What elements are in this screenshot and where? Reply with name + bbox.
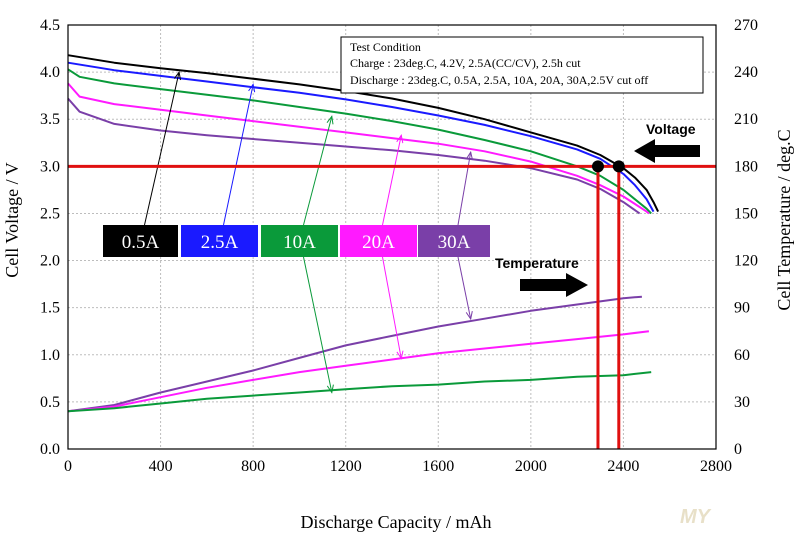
series-line-2_5A-voltage <box>67 61 655 213</box>
callout-line-0_5A <box>144 72 180 226</box>
y-tick-label: 1.0 <box>40 347 60 364</box>
series-line-30A-temperature <box>67 295 642 413</box>
reference-point <box>612 160 625 173</box>
legend: 0.5A 2.5A 10A 20A 30A <box>103 225 490 257</box>
x-tick-label: 2000 <box>515 458 547 475</box>
x-tick-label: 400 <box>149 458 173 475</box>
legend-label-0_5A: 0.5A <box>122 232 160 253</box>
y2-tick-label: 90 <box>734 300 750 317</box>
callout-arrowhead-20A <box>396 350 404 360</box>
legend-label-10A: 10A <box>283 232 316 253</box>
y-axis-title: Cell Voltage / V <box>2 162 22 278</box>
callout-arrowhead-0_5A <box>173 70 181 81</box>
legend-swatch-10A <box>261 225 338 257</box>
plot-frame <box>67 24 717 450</box>
callout-line-10A <box>303 256 333 393</box>
y2-tick-label: 30 <box>734 394 750 411</box>
y-tick-label: 0.5 <box>40 394 60 411</box>
y2-tick-label: 0 <box>734 441 742 458</box>
callout-arrowhead-30A <box>465 311 473 321</box>
callout-line-30A <box>457 152 472 226</box>
voltage-annotation-label: Voltage <box>646 121 696 137</box>
callout-arrowhead-10A <box>326 384 334 394</box>
legend-swatch-2_5A <box>181 225 258 257</box>
y-tick-label: 0.0 <box>40 441 60 458</box>
y2-tick-label: 180 <box>734 158 758 175</box>
series-line-0_5A-voltage <box>67 54 660 213</box>
x-tick-label: 1600 <box>422 458 454 475</box>
series-layer <box>67 54 660 413</box>
legend-label-30A: 30A <box>438 232 471 253</box>
callout-line-20A <box>382 135 402 226</box>
y2-axis-title: Cell Temperature / deg.C <box>774 129 794 310</box>
x-tick-label: 2400 <box>607 458 639 475</box>
test-condition-charge: Charge : 23deg.C, 4.2V, 2.5A(CC/CV), 2.5… <box>350 56 581 70</box>
temperature-annotation: Temperature <box>495 255 588 297</box>
test-condition-heading: Test Condition <box>350 40 421 54</box>
legend-label-2_5A: 2.5A <box>201 232 239 253</box>
callout-arrowhead-2_5A <box>248 83 256 93</box>
y-tick-label: 1.5 <box>40 300 60 317</box>
y-tick-label: 4.0 <box>40 64 60 81</box>
legend-swatch-20A <box>340 225 417 257</box>
legend-swatch-0_5A <box>103 225 178 257</box>
y2-tick-label: 150 <box>734 205 758 222</box>
legend-label-20A: 20A <box>362 232 395 253</box>
y2-tick-label: 60 <box>734 347 750 364</box>
voltage-arrow-icon <box>634 139 700 163</box>
y-tick-label: 3.0 <box>40 158 60 175</box>
reference-lines <box>68 160 716 449</box>
series-line-30A-voltage <box>67 97 641 215</box>
watermark: MY <box>680 506 712 528</box>
x-tick-label: 1200 <box>330 458 362 475</box>
series-line-10A-temperature <box>67 371 652 413</box>
y2-tick-label: 240 <box>734 64 758 81</box>
callout-line-20A <box>382 256 402 359</box>
reference-point <box>591 160 604 173</box>
callout-line-30A <box>457 256 472 320</box>
y-tick-label: 4.5 <box>40 17 60 34</box>
y2-tick-label: 210 <box>734 111 758 128</box>
series-line-20A-temperature <box>67 330 650 413</box>
y-tick-label: 3.5 <box>40 111 60 128</box>
y-tick-label: 2.0 <box>40 253 60 270</box>
voltage-annotation: Voltage <box>634 121 700 163</box>
callout-arrowhead-30A <box>465 150 473 161</box>
legend-swatch-30A <box>418 225 490 257</box>
series-line-10A-voltage <box>67 68 652 215</box>
x-tick-label: 2800 <box>700 458 732 475</box>
y2-tick-label: 120 <box>734 253 758 270</box>
callout-arrowhead-20A <box>396 133 404 144</box>
temperature-annotation-label: Temperature <box>495 255 579 271</box>
y2-tick-label: 270 <box>734 17 758 34</box>
callout-arrowhead-10A <box>326 115 334 125</box>
x-tick-label: 800 <box>241 458 265 475</box>
callout-line-10A <box>303 116 333 226</box>
test-condition-box: Test Condition Charge : 23deg.C, 4.2V, 2… <box>340 36 704 94</box>
callout-line-2_5A <box>223 84 254 226</box>
x-axis-title: Discharge Capacity / mAh <box>300 512 491 532</box>
y-tick-label: 2.5 <box>40 205 60 222</box>
callout-layer <box>144 70 473 394</box>
series-line-20A-voltage <box>67 82 650 215</box>
test-condition-discharge: Discharge : 23deg.C, 0.5A, 2.5A, 10A, 20… <box>350 73 648 87</box>
temperature-arrow-icon <box>520 273 588 297</box>
x-tick-label: 0 <box>64 458 72 475</box>
tick-labels: 0 400 800 1200 1600 2000 2400 28000.00.51.01.52… <box>40 17 758 475</box>
